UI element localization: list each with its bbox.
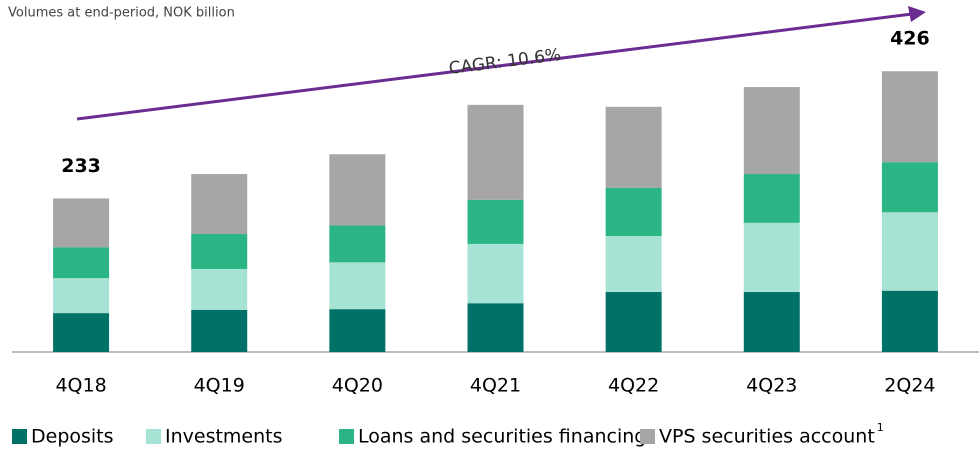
bar-segment — [605, 292, 662, 352]
x-tick-label: 4Q23 — [746, 375, 797, 397]
legend-label: VPS securities account — [659, 426, 875, 448]
x-tick-label: 4Q18 — [55, 375, 106, 397]
bar-segment — [605, 106, 662, 188]
bar-segment — [467, 104, 524, 200]
bar-segment — [467, 303, 524, 352]
chart-subtitle: Volumes at end-period, NOK billion — [8, 6, 235, 21]
legend-label: Deposits — [31, 426, 114, 448]
legend-swatch — [146, 429, 161, 444]
bar-segment — [743, 292, 800, 352]
total-label: 233 — [61, 155, 101, 177]
arrow-head — [908, 6, 926, 22]
bar-segment — [743, 222, 800, 293]
bar-segment — [191, 268, 248, 310]
x-tick-label: 2Q24 — [884, 375, 935, 397]
bar-segment — [467, 199, 524, 244]
bar-segment — [53, 313, 110, 352]
legend-superscript: 1 — [877, 421, 884, 434]
bar-segment — [329, 154, 386, 226]
legend-swatch — [640, 429, 655, 444]
x-tick-label: 4Q20 — [332, 375, 383, 397]
legend-swatch — [12, 429, 27, 444]
bar-segment — [881, 162, 938, 213]
bar-segment — [53, 278, 110, 314]
legend-label: Investments — [165, 426, 283, 448]
x-tick-label: 4Q22 — [608, 375, 659, 397]
bar-segment — [605, 236, 662, 293]
legend-label: Loans and securities financing — [358, 426, 646, 448]
bar-segment — [467, 243, 524, 304]
bar-segment — [53, 247, 110, 279]
bar-segment — [191, 174, 248, 235]
bar-segment — [881, 212, 938, 291]
bar-segment — [191, 234, 248, 269]
cagr-arrow — [76, 12, 913, 121]
bar-segment — [881, 290, 938, 352]
bar-segment — [191, 309, 248, 352]
bar-segment — [743, 174, 800, 223]
x-tick-label: 4Q19 — [194, 375, 245, 397]
bar-segment — [881, 71, 938, 163]
bar-segment — [329, 309, 386, 352]
total-label: 426 — [890, 28, 930, 50]
bar-segment — [53, 198, 110, 248]
bar-segment — [329, 225, 386, 263]
bar-segment — [329, 262, 386, 310]
legend-swatch — [339, 429, 354, 444]
bar-segment — [605, 187, 662, 236]
x-tick-label: 4Q21 — [470, 375, 521, 397]
cagr-label: CAGR: 10.6% — [448, 45, 562, 79]
bar-segment — [743, 87, 800, 175]
